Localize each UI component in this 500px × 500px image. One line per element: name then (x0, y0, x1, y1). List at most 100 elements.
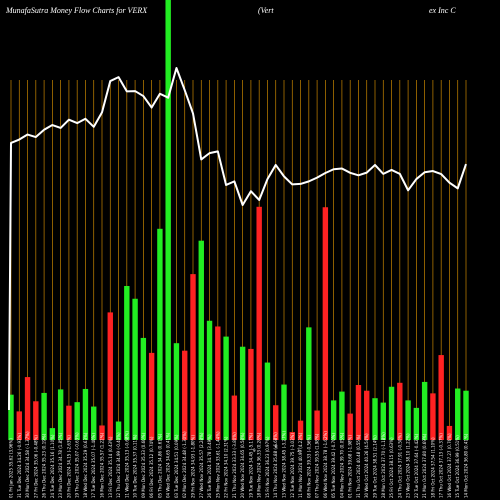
mid-axis-label: 8 (275, 444, 278, 449)
money-flow-bar-down (314, 410, 320, 440)
x-tick-label: 05 Thu Dec 2024 34.86 (0.61%) (157, 433, 162, 498)
x-tick-label: 29 Fri Nov 2024 34.93 (-1.80%) (191, 435, 196, 498)
x-tick-label: 12 Tue Nov 2024 39.75 (-3.03%) (290, 433, 295, 498)
x-tick-label: 18 Wed Dec 2024 35.29 (0.63%) (83, 432, 88, 498)
money-flow-bar-down (148, 352, 155, 440)
money-flow-bar-down (182, 350, 188, 440)
money-flow-bar-up (223, 336, 229, 440)
money-flow-bar-up (132, 298, 138, 440)
x-tick-label: 20 Fri Dec 2024 34.15 (-2.63%) (66, 435, 71, 498)
mid-axis-label: 3 (297, 448, 300, 453)
x-tick-label: 28 Mon Oct 2024 37.70 (-1.18%) (381, 432, 386, 498)
money-flow-bar-down (231, 395, 238, 440)
x-tick-label: 21 Mon Oct 2024 37.80 (0.69%) (422, 433, 427, 498)
money-flow-bar-up (413, 407, 420, 440)
x-tick-label: 17 Thu Oct 2024 37.13 (-0.37%) (439, 433, 444, 498)
money-flow-bar-up (405, 400, 411, 440)
money-flow-bar-up (372, 398, 378, 440)
money-flow-bar-up (198, 240, 204, 440)
x-tick-label: 15 Fri Nov 2024 36.23 (0.97%) (265, 436, 270, 498)
money-flow-bar-up (115, 421, 122, 440)
x-tick-label: 19 Thu Dec 2024 35.07 (-0.63%) (75, 432, 80, 498)
x-tick-label: 04 Mon Nov 2024 39.70 (0.05%) (339, 432, 344, 498)
x-tick-label: 18 Fri Oct 2024 37.54 (1.10%) (430, 437, 435, 498)
price-line (8, 67, 467, 411)
money-flow-bar-up (173, 343, 180, 440)
money-flow-bar-up (41, 392, 47, 440)
money-flow-bar-down (289, 432, 295, 440)
x-tick-label: 14 Thu Nov 2024 35.88 (-6.68%) (273, 432, 278, 498)
x-tick-label: 19 Tue Nov 2024 34.45 (-5.17%) (248, 433, 253, 498)
x-tick-label: 23 Mon Dec 2024 34.78 (1.85%) (58, 432, 63, 498)
money-flow-bar-up (264, 362, 271, 440)
money-flow-bar-up (239, 346, 246, 440)
x-tick-label: 30 Mon Dec 2024 34.58 (-1.37%) (25, 431, 30, 498)
money-flow-bar-up (82, 388, 89, 440)
money-flow-bar-down (190, 274, 196, 440)
x-tick-label: 26 Thu Dec 2024 35.23 (0.19%) (42, 433, 47, 498)
money-flow-bar-up (157, 228, 163, 440)
x-tick-label: 22 Fri Nov 2024 34.10 (2.31%) (224, 436, 229, 498)
x-tick-label: 27 Fri Dec 2024 35.06 (-0.48%) (33, 435, 38, 498)
x-tick-label: 18 Mon Nov 2024 36.33 (0.28%) (257, 432, 262, 498)
money-flow-bar-up (49, 428, 56, 440)
money-flow-bar-up (306, 327, 312, 440)
x-tick-label: 13 Wed Nov 2024 38.45 (-3.27%) (282, 431, 287, 498)
money-flow-bar-down (33, 401, 39, 440)
x-tick-label: 29 Tue Oct 2024 38.51 (2.14%) (373, 435, 378, 498)
money-flow-bar-down (347, 413, 353, 440)
money-flow-bar-down (322, 207, 329, 440)
chart-title: MunafaSutra Money Flow Charts for VERX (5, 6, 148, 15)
money-flow-bar-up (380, 402, 386, 440)
x-tick-label: 06 Wed Nov 2024 38.78 (-1.62%) (323, 431, 328, 498)
x-tick-label: 01 Fri Jan 2025 35.62 (3.96%) (9, 438, 14, 498)
money-flow-bar-down (297, 420, 304, 440)
money-flow-bar-down (99, 425, 105, 440)
x-tick-label: 31 Thu Oct 2024 40.48 (0.55%) (356, 434, 361, 498)
x-tick-label: 11 Wed Dec 2024 35.13 (-0.68%) (124, 431, 129, 498)
money-flow-bar-down (273, 405, 279, 440)
money-flow-bar-down (215, 326, 221, 440)
x-tick-label: 22 Tue Oct 2024 37.64 (-0.42%) (414, 433, 419, 498)
money-flow-bar-up (165, 0, 171, 440)
x-tick-label: 01 Fri Nov 2024 39.68 (-1.98%) (348, 435, 353, 498)
x-tick-labels: 01 Fri Jan 2025 35.62 (3.96%) 31 Tue Dec … (9, 431, 469, 498)
price-line-layer (8, 67, 467, 411)
x-tick-label: 10 Tue Dec 2024 35.37 (0.11%) (133, 434, 138, 498)
money-flow-bar-up (281, 384, 287, 440)
x-tick-label: 06 Fri Dec 2024 35.12 (0.74%) (149, 436, 154, 498)
money-flow-bar-down (446, 425, 453, 440)
money-flow-bar-up (455, 388, 461, 440)
money-flow-bar-up (463, 390, 469, 440)
mid-axis-label: 9 (253, 448, 256, 453)
x-tick-label: 07 Thu Nov 2024 39.55 (1.98%) (315, 433, 320, 498)
money-flow-bar-up (74, 402, 80, 440)
money-flow-bar-down (355, 385, 362, 440)
x-tick-label: 09 Mon Dec 2024 35.33 (0.60%) (141, 432, 146, 498)
money-flow-bar-down (256, 206, 262, 440)
x-tick-label: 17 Tue Dec 2024 35.07 (-1.40%) (91, 433, 96, 498)
x-tick-label: 24 Thu Oct 2024 37.91 (-0.50%) (397, 433, 402, 498)
x-tick-label: 16 Wed Oct 2024 37.27 (0.76%) (447, 433, 452, 498)
money-flow-bar-up (421, 381, 428, 440)
money-flow-bar-down (397, 382, 403, 440)
x-tick-label: 31 Tue Dec 2024 34.26 (-0.93%) (17, 433, 22, 498)
money-flow-bar-down (107, 312, 113, 440)
money-flow-bar-up (91, 406, 97, 440)
money-flow-bars (8, 0, 469, 440)
money-flow-bar-down (66, 405, 72, 440)
x-tick-label: 16 Mon Dec 2024 35.57 (1.22%) (100, 432, 105, 498)
x-tick-label: 25 Fri Oct 2024 38.15 (0.63%) (389, 437, 394, 498)
x-tick-label: 05 Tue Nov 2024 39.42 (-0.70%) (331, 433, 336, 498)
money-flow-bar-up (206, 320, 213, 440)
chart-subtitle-left: (Vert (258, 6, 274, 15)
money-flow-bar-up (330, 400, 337, 440)
x-tick-label: 14 Mon Oct 2024 36.80 (0.41%) (464, 433, 469, 498)
money-flow-bar-up (140, 337, 147, 440)
x-tick-label: 13 Fri Dec 2024 35.14 (0.43%) (108, 436, 113, 498)
x-tick-label: 24 Tue Dec 2024 35.16 (1.10%) (50, 434, 55, 498)
x-tick-label: 11 Mon Nov 2024 40.99 (4.23%) (298, 432, 303, 498)
money-flow-bar-up (339, 391, 345, 440)
money-flow-bar-up (8, 394, 14, 440)
